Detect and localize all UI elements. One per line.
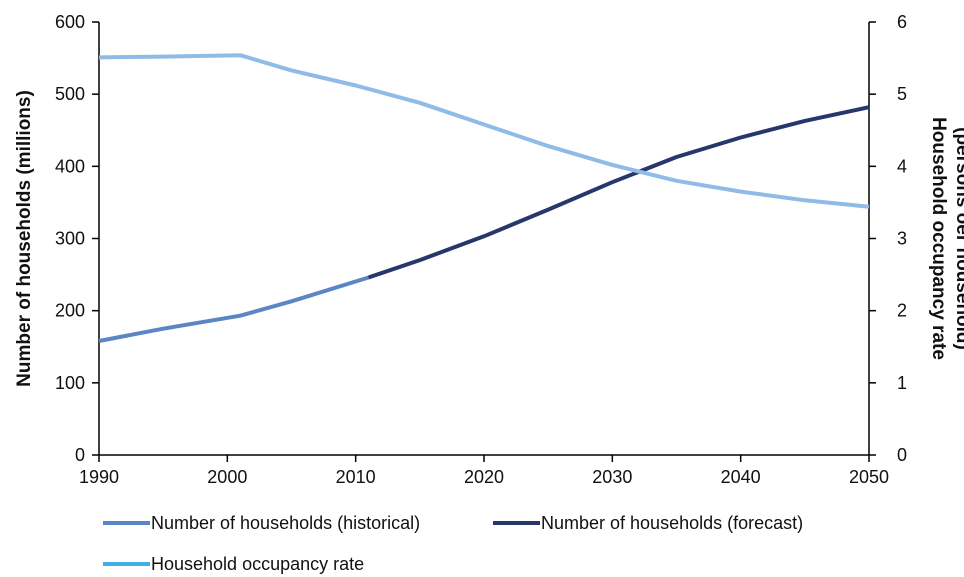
y2-tick-label: 3 [897, 229, 907, 249]
y2-tick-label: 5 [897, 84, 907, 104]
legend-item-number-of-households-forecast: Number of households (forecast) [493, 513, 803, 533]
legend-label: Number of households (historical) [151, 513, 420, 533]
legend-item-household-occupancy-rate: Household occupancy rate [103, 554, 364, 574]
x-tick-label: 2000 [207, 467, 247, 487]
legend-item-number-of-households-historical: Number of households (historical) [103, 513, 420, 533]
x-tick-label: 1990 [79, 467, 119, 487]
y2-tick-label: 6 [897, 12, 907, 32]
y2-tick-label: 0 [897, 445, 907, 465]
series-line-household-occupancy-rate [98, 53, 870, 209]
x-tick-label: 2050 [849, 467, 889, 487]
x-tick-label: 2010 [336, 467, 376, 487]
y-axis-title: Number of households (millions) [14, 90, 35, 387]
y-tick-label: 0 [75, 445, 85, 465]
y-tick-label: 100 [55, 373, 85, 393]
y-tick-label: 600 [55, 12, 85, 32]
y-tick-label: 300 [55, 229, 85, 249]
y-tick-label: 200 [55, 301, 85, 321]
y2-tick-label: 4 [897, 156, 907, 176]
x-tick-label: 2040 [721, 467, 761, 487]
legend: Number of households (historical) Number … [103, 513, 803, 574]
y-tick-label: 500 [55, 84, 85, 104]
y2-axis-title-line: (persons oer household) [952, 127, 964, 350]
series-layer [98, 53, 870, 343]
legend-label: Household occupancy rate [151, 554, 364, 574]
y2-tick-label: 1 [897, 373, 907, 393]
x-tick-label: 2020 [464, 467, 504, 487]
x-tick-label: 2030 [592, 467, 632, 487]
series-line-number-of-households-historical [98, 275, 370, 343]
axes-layer: 0 100 200 300 400 500 600 0 1 2 3 4 5 6 1990 2000 2010 20… [14, 12, 964, 487]
y-tick-label: 400 [55, 156, 85, 176]
series-line-number-of-households-forecast [367, 105, 870, 280]
y2-tick-label: 2 [897, 301, 907, 321]
y2-axis-title-line: Household occupancy rate [928, 117, 949, 360]
legend-label: Number of households (forecast) [541, 513, 803, 533]
